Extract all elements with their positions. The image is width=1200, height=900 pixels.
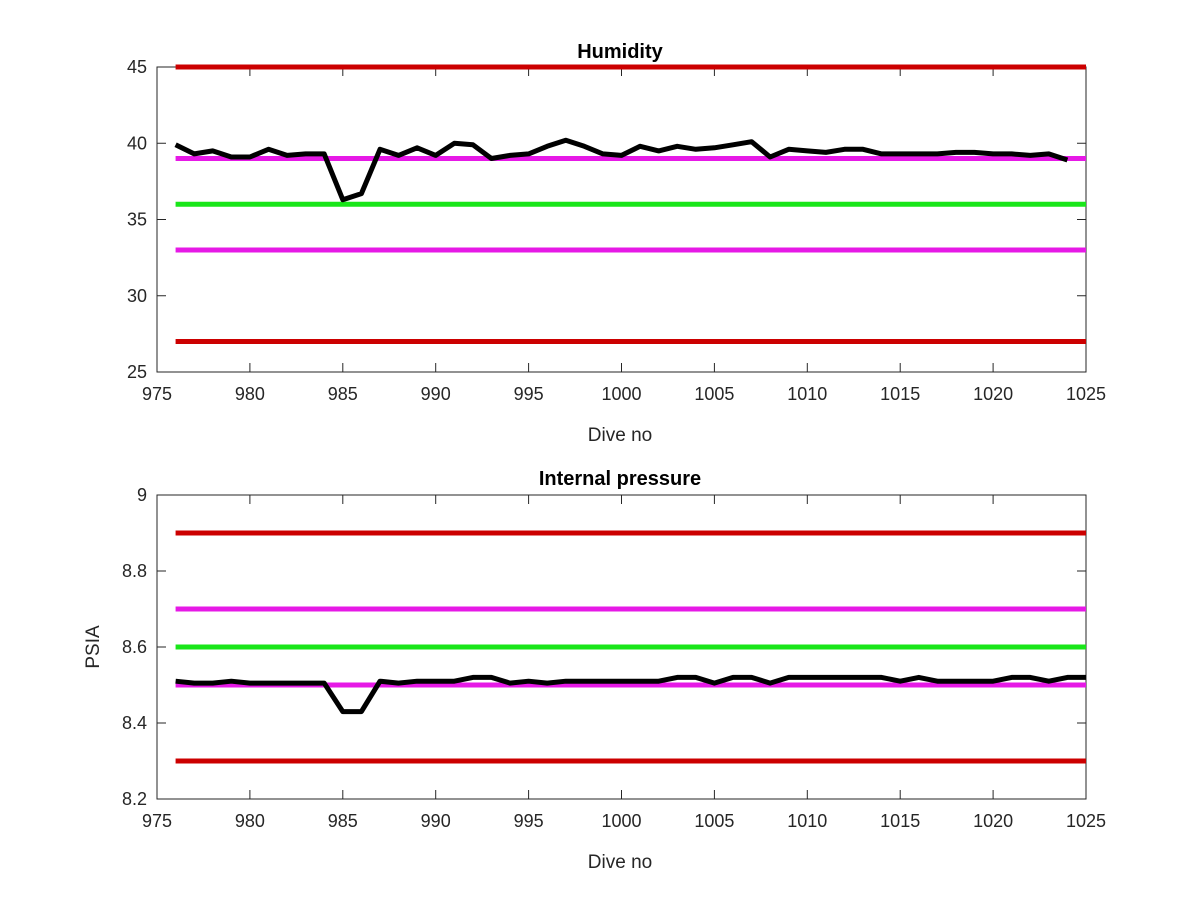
humidity-x-tick-label: 995	[514, 384, 544, 404]
humidity-plot: Humidity Dive no 975 980 985 990 995 1000 1005…	[127, 41, 1106, 446]
humidity-series-line	[174, 137, 1069, 203]
internal-pressure-y-tick-label: 8.4	[122, 713, 147, 733]
humidity-x-tick-label: 985	[328, 384, 358, 404]
humidity-x-axis-label: Dive no	[588, 425, 652, 446]
humidity-y-tick-label: 45	[127, 57, 147, 77]
humidity-title: Humidity	[577, 41, 663, 63]
internal-pressure-x-tick-label: 1000	[601, 811, 641, 831]
internal-pressure-x-tick-label: 975	[142, 811, 172, 831]
internal-pressure-x-tick-label: 995	[514, 811, 544, 831]
humidity-x-tick-label: 1015	[880, 384, 920, 404]
internal-pressure-x-tick-label: 980	[235, 811, 265, 831]
humidity-y-tick-label: 25	[127, 362, 147, 382]
internal-pressure-x-tick-label: 1025	[1066, 811, 1106, 831]
humidity-x-tick-label: 980	[235, 384, 265, 404]
internal-pressure-y-tick-label: 8.8	[122, 561, 147, 581]
humidity-x-tick-label: 990	[421, 384, 451, 404]
internal-pressure-x-tick-label: 1005	[694, 811, 734, 831]
humidity-y-tick-label: 35	[127, 210, 147, 230]
internal-pressure-y-tick-label: 8.2	[122, 789, 147, 809]
internal-pressure-x-tick-label: 990	[421, 811, 451, 831]
internal-pressure-series-line	[175, 674, 1086, 715]
internal-pressure-x-tick-label: 1015	[880, 811, 920, 831]
internal-pressure-y-tick-label: 9	[137, 485, 147, 505]
humidity-x-tick-label: 1025	[1066, 384, 1106, 404]
humidity-x-tick-label: 1000	[601, 384, 641, 404]
internal-pressure-x-tick-label: 985	[328, 811, 358, 831]
internal-pressure-x-tick-label: 1010	[787, 811, 827, 831]
humidity-y-tick-label: 40	[127, 133, 147, 153]
internal-pressure-x-tick-label: 1020	[973, 811, 1013, 831]
humidity-y-tick-label: 30	[127, 286, 147, 306]
internal-pressure-x-axis-label: Dive no	[588, 852, 652, 873]
internal-pressure-title: Internal pressure	[539, 468, 701, 490]
internal-pressure-plot: Internal pressure Dive no PSIA 975 980 985…	[83, 468, 1106, 873]
internal-pressure-y-axis-label: PSIA	[83, 625, 104, 669]
humidity-axes-box	[156, 66, 1087, 373]
humidity-x-tick-label: 975	[142, 384, 172, 404]
humidity-x-tick-label: 1005	[694, 384, 734, 404]
internal-pressure-y-tick-label: 8.6	[122, 637, 147, 657]
humidity-x-tick-label: 1020	[973, 384, 1013, 404]
humidity-x-tick-label: 1010	[787, 384, 827, 404]
